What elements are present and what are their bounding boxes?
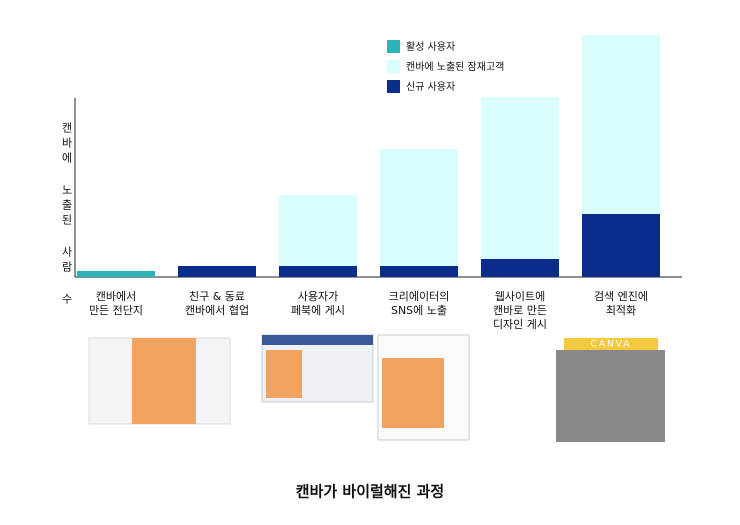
bar-segment [481, 97, 559, 259]
thumb-search [556, 350, 665, 442]
x-tick-label: 캔바에서 협업 [185, 304, 249, 317]
thumb-banner [564, 338, 658, 350]
x-tick-label: 페북에 게시 [291, 304, 345, 317]
thumbnails: CANVA [88, 334, 665, 442]
bar-segment [582, 35, 660, 214]
x-tick-label: 최적화 [606, 304, 636, 317]
legend-swatch [387, 80, 400, 93]
x-tick-label: SNS에 노출 [391, 304, 447, 317]
banner-text: CANVA [591, 340, 632, 350]
legend-swatch [387, 60, 400, 73]
x-tick-label: 만든 전단지 [89, 304, 143, 317]
thumb-facebook-bar [262, 335, 373, 345]
bar-segment [279, 266, 357, 277]
legend-swatch [387, 40, 400, 53]
thumb-post-flyer [382, 358, 444, 428]
x-tick-label: 캔바로 만든 [493, 304, 547, 317]
y-axis-label: 캔바에 노출된 사람 수 [60, 122, 73, 308]
x-tick-label: 캔바에서 [96, 290, 136, 303]
legend-label: 신규 사용자 [406, 81, 455, 93]
x-tick-label: 웹사이트에 [495, 290, 546, 303]
caption: 캔바가 바이럴해진 과정 [296, 483, 444, 501]
x-tick-label: 친구 & 동료 [189, 290, 245, 303]
bar-segment [77, 271, 155, 277]
x-tick-label: 사용자가 [298, 290, 338, 303]
x-tick-label: 검색 엔진에 [594, 290, 648, 303]
x-tick-label: 크리에이터의 [389, 290, 450, 303]
bar-segment [582, 214, 660, 277]
thumb-facebook-flyer [266, 350, 302, 398]
bar-segment [178, 266, 256, 277]
bar-segment [380, 149, 458, 266]
bar-segment [279, 195, 357, 266]
bar-segment [481, 259, 559, 277]
legend-label: 캔바에 노출된 잠재고객 [406, 61, 504, 73]
legend-label: 활성 사용자 [406, 40, 455, 53]
x-tick-label: 디자인 게시 [493, 318, 547, 331]
thumb-flyer [132, 338, 196, 424]
bar-segment [380, 266, 458, 277]
